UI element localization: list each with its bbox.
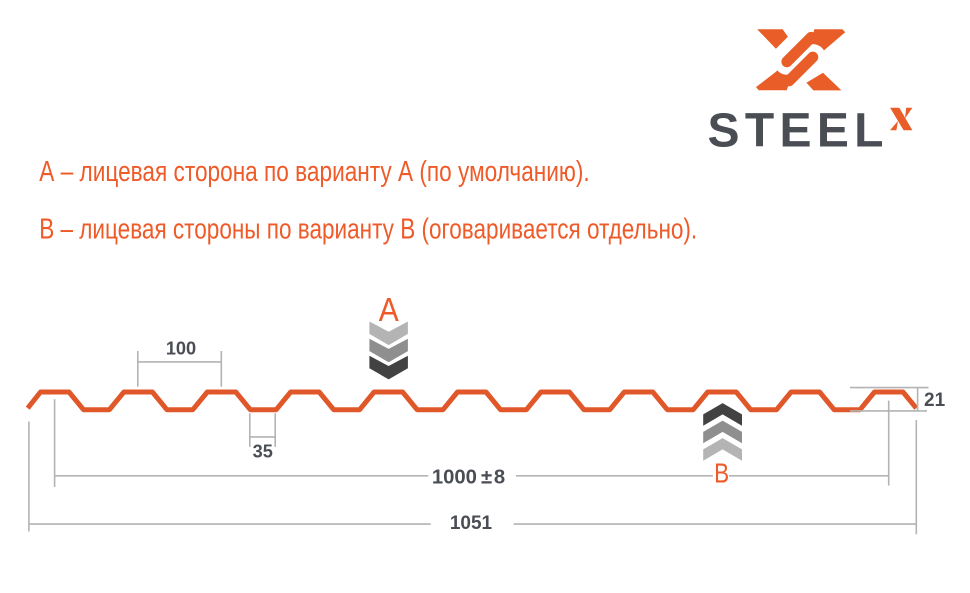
svg-text:1000 ± 8: 1000 ± 8	[432, 466, 505, 488]
svg-text:35: 35	[253, 441, 273, 461]
svg-text:В: В	[714, 458, 729, 489]
svg-text:1051: 1051	[450, 513, 493, 534]
svg-text:21: 21	[924, 390, 946, 411]
svg-text:А – лицевая сторона по вариант: А – лицевая сторона по варианту А (по ум…	[39, 156, 589, 188]
svg-text:STEEL: STEEL	[708, 105, 884, 158]
svg-text:А: А	[379, 291, 399, 328]
svg-text:100: 100	[166, 338, 196, 358]
svg-text:В – лицевая стороны по вариант: В – лицевая стороны по варианту В (огова…	[39, 213, 697, 245]
